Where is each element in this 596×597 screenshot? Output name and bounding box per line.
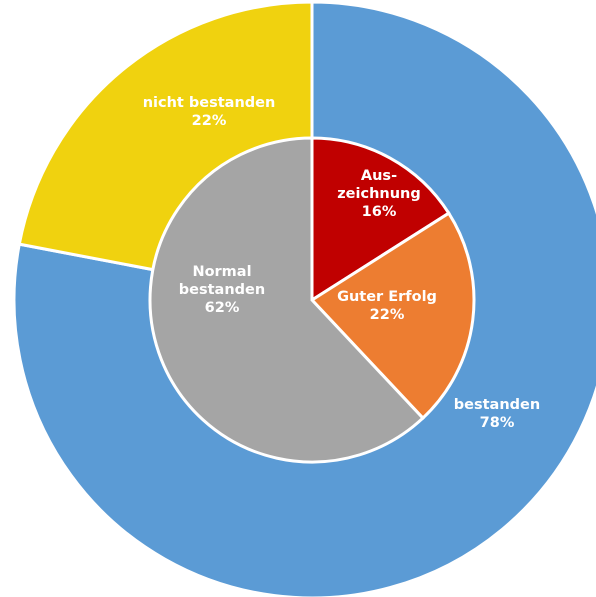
inner-slice-0-label: Aus-zeichnung 16% [337,168,421,220]
inner-slice-2-name-line-0: Normal [192,264,251,280]
inner-slice-1 [309,211,476,421]
inner-slice-0-name-line-1: zeichnung [337,186,421,202]
inner-slice-2-name-line-1: bestanden [179,282,265,298]
outer-slice-0-value-label: 78% [480,415,515,431]
outer-slice-0-name-line-0: bestanden [454,397,540,413]
inner-slice-1-value-label: 22% [370,307,405,323]
inner-slice-2-value-label: 62% [205,300,240,316]
outer-slice-1-value-label: 22% [192,113,227,129]
inner-slice-0 [310,136,451,303]
inner-slice-2-label: Normal bestanden 62% [179,264,265,316]
inner-slice-0-name-line-0: Aus- [361,168,397,184]
outer-slice-0-label: bestanden 78% [454,397,540,431]
inner-slice-1-name-line-0: Guter Erfolg [337,289,437,305]
inner-slice-1-label: Guter Erfolg 22% [337,289,437,323]
inner-slice-0-value-label: 16% [362,204,397,220]
outer-slice-1-label: nicht bestanden 22% [143,95,276,129]
outer-slice-1-name-line-0: nicht bestanden [143,95,276,111]
inner-slice-2 [148,136,426,464]
